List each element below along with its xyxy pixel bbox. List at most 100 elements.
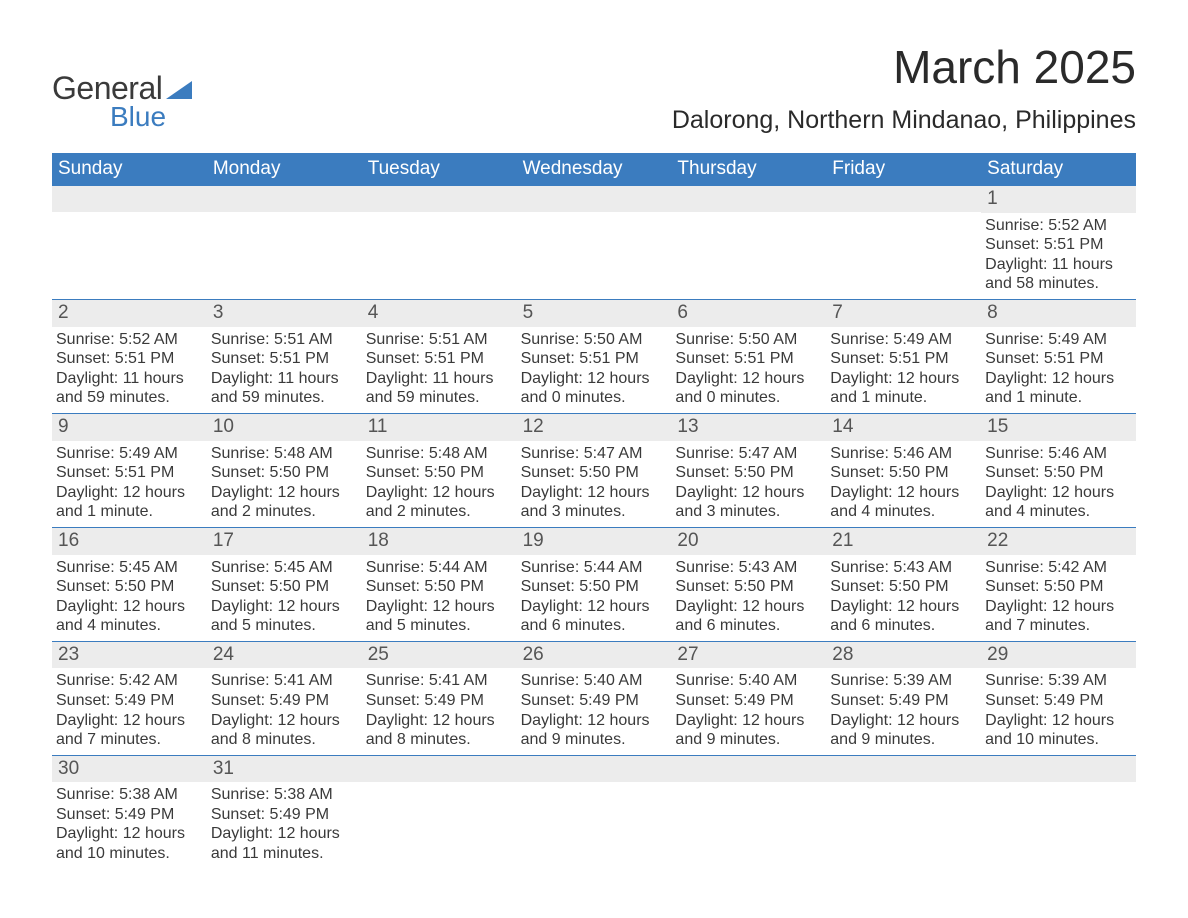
sunrise-text: Sunrise: 5:51 AM	[211, 330, 358, 350]
day-number: 20	[671, 528, 826, 555]
day-number: 28	[826, 642, 981, 669]
day-info: Sunrise: 5:51 AMSunset: 5:51 PMDaylight:…	[362, 327, 517, 413]
day-number: 15	[981, 414, 1136, 441]
day-number: 17	[207, 528, 362, 555]
day-info: Sunrise: 5:39 AMSunset: 5:49 PMDaylight:…	[826, 668, 981, 754]
sunset-text: Sunset: 5:51 PM	[830, 349, 977, 369]
calendar-week: 30Sunrise: 5:38 AMSunset: 5:49 PMDayligh…	[52, 755, 1136, 869]
sunset-text: Sunset: 5:49 PM	[985, 691, 1132, 711]
sunrise-text: Sunrise: 5:49 AM	[830, 330, 977, 350]
calendar: SundayMondayTuesdayWednesdayThursdayFrid…	[52, 153, 1136, 868]
day-number: 24	[207, 642, 362, 669]
day-number: 31	[207, 756, 362, 783]
sunrise-text: Sunrise: 5:45 AM	[56, 558, 203, 578]
day-number	[671, 186, 826, 212]
daylight-text: Daylight: 12 hours and 0 minutes.	[675, 369, 822, 408]
day-number: 9	[52, 414, 207, 441]
day-info: Sunrise: 5:43 AMSunset: 5:50 PMDaylight:…	[826, 555, 981, 641]
day-cell: 30Sunrise: 5:38 AMSunset: 5:49 PMDayligh…	[52, 756, 207, 869]
sunrise-text: Sunrise: 5:44 AM	[521, 558, 668, 578]
daylight-text: Daylight: 12 hours and 9 minutes.	[830, 711, 977, 750]
sunset-text: Sunset: 5:50 PM	[830, 463, 977, 483]
daylight-text: Daylight: 12 hours and 4 minutes.	[56, 597, 203, 636]
day-number	[207, 186, 362, 212]
day-number: 8	[981, 300, 1136, 327]
day-info: Sunrise: 5:49 AMSunset: 5:51 PMDaylight:…	[826, 327, 981, 413]
day-cell: 26Sunrise: 5:40 AMSunset: 5:49 PMDayligh…	[517, 642, 672, 755]
day-number: 16	[52, 528, 207, 555]
daylight-text: Daylight: 12 hours and 3 minutes.	[675, 483, 822, 522]
day-number	[517, 186, 672, 212]
sunset-text: Sunset: 5:49 PM	[830, 691, 977, 711]
day-info: Sunrise: 5:41 AMSunset: 5:49 PMDaylight:…	[207, 668, 362, 754]
day-cell	[517, 756, 672, 869]
daylight-text: Daylight: 12 hours and 6 minutes.	[521, 597, 668, 636]
sunset-text: Sunset: 5:51 PM	[985, 349, 1132, 369]
sunrise-text: Sunrise: 5:45 AM	[211, 558, 358, 578]
daylight-text: Daylight: 12 hours and 11 minutes.	[211, 824, 358, 863]
day-cell: 12Sunrise: 5:47 AMSunset: 5:50 PMDayligh…	[517, 414, 672, 527]
weekday-header: Friday	[826, 153, 981, 186]
day-number: 19	[517, 528, 672, 555]
daylight-text: Daylight: 12 hours and 7 minutes.	[56, 711, 203, 750]
sunrise-text: Sunrise: 5:47 AM	[675, 444, 822, 464]
sunrise-text: Sunrise: 5:44 AM	[366, 558, 513, 578]
day-info: Sunrise: 5:45 AMSunset: 5:50 PMDaylight:…	[52, 555, 207, 641]
sunset-text: Sunset: 5:50 PM	[675, 577, 822, 597]
day-info: Sunrise: 5:52 AMSunset: 5:51 PMDaylight:…	[52, 327, 207, 413]
day-cell: 11Sunrise: 5:48 AMSunset: 5:50 PMDayligh…	[362, 414, 517, 527]
sunset-text: Sunset: 5:51 PM	[521, 349, 668, 369]
daylight-text: Daylight: 12 hours and 9 minutes.	[675, 711, 822, 750]
day-cell: 19Sunrise: 5:44 AMSunset: 5:50 PMDayligh…	[517, 528, 672, 641]
sunset-text: Sunset: 5:49 PM	[56, 691, 203, 711]
sunrise-text: Sunrise: 5:48 AM	[366, 444, 513, 464]
daylight-text: Daylight: 12 hours and 0 minutes.	[521, 369, 668, 408]
calendar-week: 16Sunrise: 5:45 AMSunset: 5:50 PMDayligh…	[52, 527, 1136, 641]
daylight-text: Daylight: 12 hours and 5 minutes.	[211, 597, 358, 636]
sunset-text: Sunset: 5:51 PM	[56, 349, 203, 369]
day-cell: 22Sunrise: 5:42 AMSunset: 5:50 PMDayligh…	[981, 528, 1136, 641]
day-cell	[517, 186, 672, 299]
day-cell	[826, 186, 981, 299]
day-cell: 8Sunrise: 5:49 AMSunset: 5:51 PMDaylight…	[981, 300, 1136, 413]
day-cell: 24Sunrise: 5:41 AMSunset: 5:49 PMDayligh…	[207, 642, 362, 755]
daylight-text: Daylight: 12 hours and 10 minutes.	[985, 711, 1132, 750]
header: General Blue March 2025 Dalorong, Northe…	[52, 40, 1136, 135]
day-info: Sunrise: 5:51 AMSunset: 5:51 PMDaylight:…	[207, 327, 362, 413]
daylight-text: Daylight: 12 hours and 2 minutes.	[211, 483, 358, 522]
day-cell: 20Sunrise: 5:43 AMSunset: 5:50 PMDayligh…	[671, 528, 826, 641]
day-cell: 3Sunrise: 5:51 AMSunset: 5:51 PMDaylight…	[207, 300, 362, 413]
day-cell: 9Sunrise: 5:49 AMSunset: 5:51 PMDaylight…	[52, 414, 207, 527]
daylight-text: Daylight: 12 hours and 8 minutes.	[366, 711, 513, 750]
day-cell: 31Sunrise: 5:38 AMSunset: 5:49 PMDayligh…	[207, 756, 362, 869]
day-info: Sunrise: 5:47 AMSunset: 5:50 PMDaylight:…	[517, 441, 672, 527]
day-info: Sunrise: 5:42 AMSunset: 5:50 PMDaylight:…	[981, 555, 1136, 641]
calendar-week: 2Sunrise: 5:52 AMSunset: 5:51 PMDaylight…	[52, 299, 1136, 413]
day-info: Sunrise: 5:48 AMSunset: 5:50 PMDaylight:…	[207, 441, 362, 527]
weekday-header: Sunday	[52, 153, 207, 186]
day-number	[362, 756, 517, 782]
calendar-week: 1Sunrise: 5:52 AMSunset: 5:51 PMDaylight…	[52, 186, 1136, 299]
sunset-text: Sunset: 5:51 PM	[675, 349, 822, 369]
sunset-text: Sunset: 5:49 PM	[211, 691, 358, 711]
day-info: Sunrise: 5:38 AMSunset: 5:49 PMDaylight:…	[207, 782, 362, 868]
location-subtitle: Dalorong, Northern Mindanao, Philippines	[672, 106, 1136, 135]
day-number: 25	[362, 642, 517, 669]
day-number: 22	[981, 528, 1136, 555]
sunrise-text: Sunrise: 5:50 AM	[521, 330, 668, 350]
day-cell: 4Sunrise: 5:51 AMSunset: 5:51 PMDaylight…	[362, 300, 517, 413]
day-number	[826, 186, 981, 212]
sunset-text: Sunset: 5:50 PM	[56, 577, 203, 597]
sunrise-text: Sunrise: 5:51 AM	[366, 330, 513, 350]
day-cell: 28Sunrise: 5:39 AMSunset: 5:49 PMDayligh…	[826, 642, 981, 755]
weekday-header: Tuesday	[362, 153, 517, 186]
day-info: Sunrise: 5:46 AMSunset: 5:50 PMDaylight:…	[826, 441, 981, 527]
day-cell: 13Sunrise: 5:47 AMSunset: 5:50 PMDayligh…	[671, 414, 826, 527]
sunset-text: Sunset: 5:49 PM	[56, 805, 203, 825]
day-number: 3	[207, 300, 362, 327]
day-info: Sunrise: 5:52 AMSunset: 5:51 PMDaylight:…	[981, 213, 1136, 299]
sunset-text: Sunset: 5:51 PM	[985, 235, 1132, 255]
daylight-text: Daylight: 12 hours and 1 minute.	[985, 369, 1132, 408]
sunrise-text: Sunrise: 5:47 AM	[521, 444, 668, 464]
sunset-text: Sunset: 5:49 PM	[366, 691, 513, 711]
